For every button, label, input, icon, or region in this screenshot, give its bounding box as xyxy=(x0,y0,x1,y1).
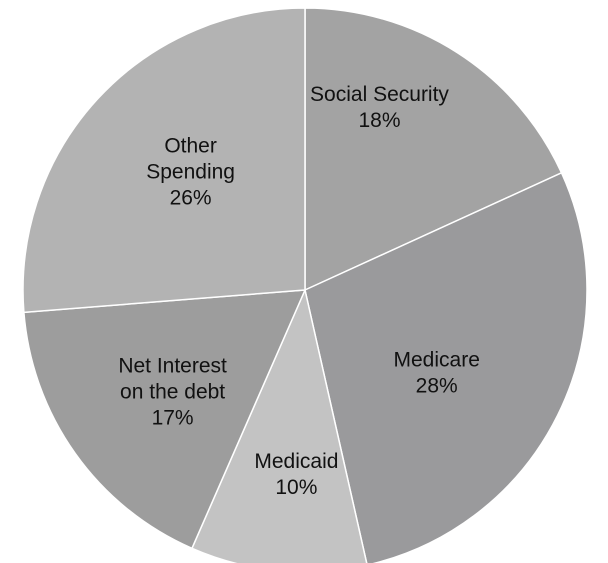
pie-slice-net-interest-on-the-debt xyxy=(23,289,307,550)
pie-label-line: 26% xyxy=(170,186,212,209)
pie-slices xyxy=(22,7,588,563)
pie-label-line: on the debt xyxy=(120,380,225,403)
pie-slice-other-spending xyxy=(22,7,306,314)
pie-slice-social-security xyxy=(304,7,563,292)
pie-label-line: 28% xyxy=(416,375,458,398)
pie-label-line: Medicaid xyxy=(254,450,338,473)
pie-label-line: Medicare xyxy=(394,349,480,372)
pie-label-line: 10% xyxy=(275,476,317,499)
pie-label-net-interest-on-the-debt: Net Interest on the debt 17% xyxy=(118,354,227,429)
pie-label-line: Spending xyxy=(146,160,235,183)
pie-slice-medicaid xyxy=(190,287,368,563)
pie-label-line: Net Interest xyxy=(118,354,227,377)
pie-label-line: 18% xyxy=(358,109,400,132)
pie-labels: Social Security 18% Medicare 28% Medicaid 10%… xyxy=(118,83,480,499)
pie-slice-medicare xyxy=(304,171,588,563)
pie-label-line: 17% xyxy=(152,406,194,429)
pie-label-medicare: Medicare 28% xyxy=(394,349,480,398)
pie-label-medicaid: Medicaid 10% xyxy=(254,450,338,499)
pie-label-other-spending: Other Spending 26% xyxy=(146,134,235,209)
pie-label-line: Social Security xyxy=(310,83,449,106)
pie-label-social-security: Social Security 18% xyxy=(310,83,449,132)
pie-label-line: Other xyxy=(164,134,217,157)
